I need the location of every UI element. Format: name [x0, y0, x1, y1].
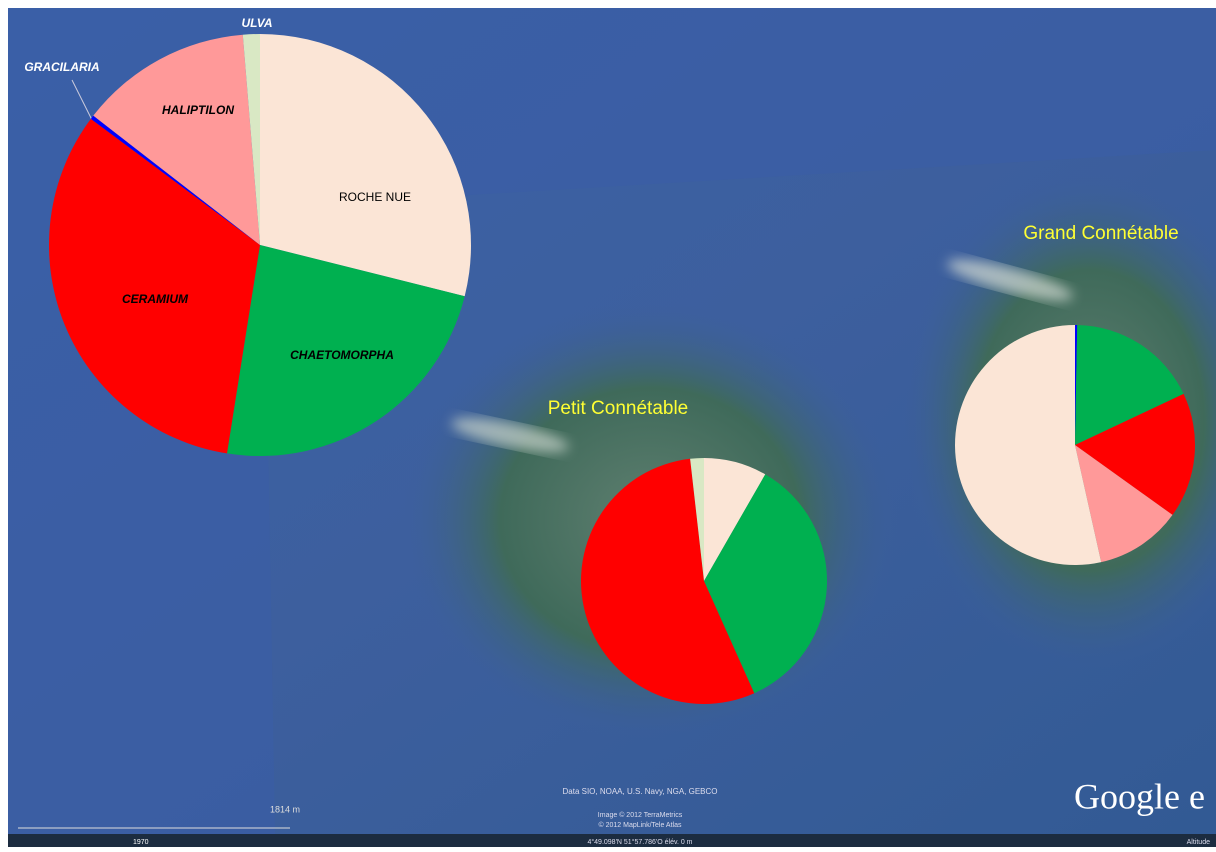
pie-slice [581, 458, 755, 704]
slice-label: ULVA [241, 16, 272, 30]
slice-label: CHAETOMORPHA [290, 348, 394, 362]
pie-slice [704, 474, 827, 694]
scale: 1814 m [270, 804, 300, 814]
islet [947, 259, 1073, 301]
pie-slice [226, 245, 465, 457]
logo: Google e [1074, 776, 1205, 816]
slice-label: CERAMIUM [122, 292, 189, 306]
pie-slice [955, 325, 1102, 565]
pie-slice [1075, 393, 1195, 515]
coordinates: 4°49.098'N 51°57.786'O élév. 0 m [587, 838, 692, 846]
pie-slice [690, 458, 704, 581]
pie-slice [242, 34, 260, 245]
pie-slice [704, 458, 766, 581]
year: 1970 [133, 839, 149, 846]
pie-slice [260, 34, 472, 297]
slice-label: HALIPTILON [162, 103, 234, 117]
attribution: Image © 2012 TerraMetrics [598, 811, 683, 819]
slice-label: ROCHE NUE [339, 190, 411, 204]
pie-title: Petit Connétable [548, 398, 689, 419]
pie-slice [1075, 445, 1173, 563]
islet [451, 417, 569, 453]
pie-slice [1075, 325, 1184, 445]
altitude: Altitude [1187, 839, 1210, 846]
pie-slice [1075, 325, 1078, 445]
pie-slice [49, 118, 260, 454]
pie-slice [90, 115, 260, 246]
pie-slice [93, 34, 261, 245]
slice-label: GRACILARIA [24, 60, 99, 74]
attribution: Data SIO, NOAA, U.S. Navy, NGA, GEBCO [563, 787, 718, 796]
pie-title: Grand Connétable [1023, 223, 1178, 244]
leader-line [71, 79, 93, 121]
status-bar [8, 834, 1216, 847]
attribution: © 2012 MapLink/Tele Atlas [599, 821, 682, 829]
